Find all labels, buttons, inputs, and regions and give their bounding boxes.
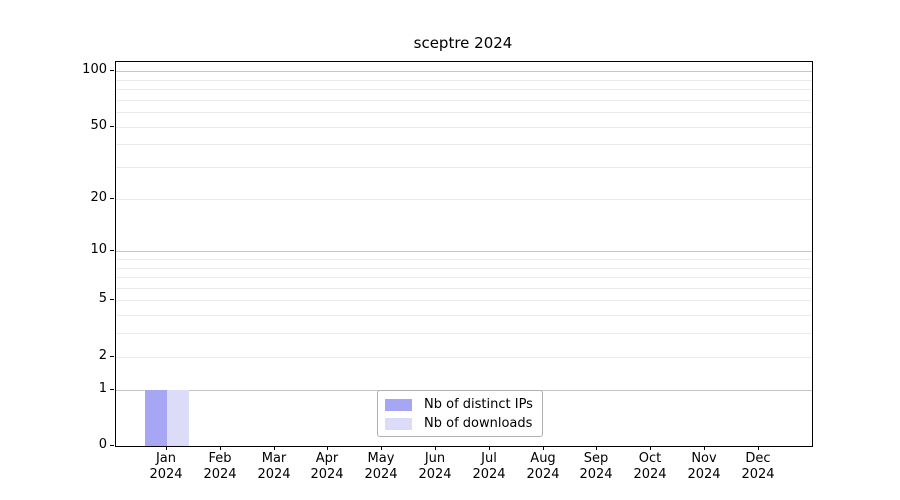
x-tick-label: Jul 2024	[472, 451, 506, 482]
x-tick-mark	[381, 446, 382, 450]
x-tick-label: Oct 2024	[633, 451, 667, 482]
minor-gridline	[116, 100, 812, 101]
y-tick-label: 10	[90, 242, 107, 257]
x-tick-label: Nov 2024	[687, 451, 721, 482]
y-tick-mark	[110, 250, 114, 251]
x-tick-mark	[704, 446, 705, 450]
minor-gridline	[116, 259, 812, 260]
minor-gridline	[116, 357, 812, 358]
major-gridline	[116, 71, 812, 72]
minor-gridline	[116, 333, 812, 334]
x-tick-mark	[596, 446, 597, 450]
minor-gridline	[116, 199, 812, 200]
y-tick-label: 100	[82, 62, 107, 77]
x-tick-mark	[758, 446, 759, 450]
distinct-ips-swatch-icon	[385, 398, 412, 411]
y-tick-mark	[110, 198, 114, 199]
major-gridline	[116, 251, 812, 252]
x-tick-mark	[220, 446, 221, 450]
x-tick-label: Aug 2024	[526, 451, 560, 482]
x-tick-label: Dec 2024	[741, 451, 775, 482]
legend: Nb of distinct IPs Nb of downloads	[377, 390, 543, 437]
legend-entry-distinct-ips: Nb of distinct IPs	[385, 395, 535, 414]
legend-label-distinct-ips: Nb of distinct IPs	[424, 397, 533, 412]
minor-gridline	[116, 277, 812, 278]
x-tick-mark	[489, 446, 490, 450]
x-tick-mark	[435, 446, 436, 450]
x-tick-mark	[650, 446, 651, 450]
y-tick-label: 20	[90, 190, 107, 205]
y-tick-mark	[110, 126, 114, 127]
bar-distinct-ips-jan	[145, 390, 167, 446]
y-tick-label: 2	[98, 348, 107, 363]
y-tick-label: 50	[90, 118, 107, 133]
y-tick-mark	[110, 299, 114, 300]
minor-gridline	[116, 315, 812, 316]
bar-downloads-jan	[167, 390, 189, 446]
chart-title: sceptre 2024	[413, 34, 513, 52]
y-tick-mark	[110, 445, 114, 446]
x-tick-mark	[327, 446, 328, 450]
minor-gridline	[116, 127, 812, 128]
y-tick-mark	[110, 389, 114, 390]
y-tick-label: 0	[98, 437, 107, 452]
x-tick-mark	[543, 446, 544, 450]
y-tick-mark	[110, 356, 114, 357]
minor-gridline	[116, 144, 812, 145]
x-tick-label: Feb 2024	[203, 451, 237, 482]
minor-gridline	[116, 300, 812, 301]
y-tick-label: 5	[98, 291, 107, 306]
downloads-swatch-icon	[385, 417, 412, 430]
x-tick-label: Jan 2024	[149, 451, 183, 482]
minor-gridline	[116, 112, 812, 113]
x-tick-label: Mar 2024	[257, 451, 291, 482]
x-tick-label: May 2024	[364, 451, 398, 482]
x-tick-label: Jun 2024	[418, 451, 452, 482]
x-tick-mark	[166, 446, 167, 450]
legend-label-downloads: Nb of downloads	[424, 416, 533, 431]
minor-gridline	[116, 268, 812, 269]
x-tick-label: Apr 2024	[310, 451, 344, 482]
minor-gridline	[116, 288, 812, 289]
minor-gridline	[116, 167, 812, 168]
plot-area	[115, 61, 813, 447]
y-tick-label: 1	[98, 381, 107, 396]
x-tick-mark	[274, 446, 275, 450]
minor-gridline	[116, 89, 812, 90]
minor-gridline	[116, 80, 812, 81]
legend-entry-downloads: Nb of downloads	[385, 414, 535, 433]
y-tick-mark	[110, 70, 114, 71]
x-tick-label: Sep 2024	[579, 451, 613, 482]
